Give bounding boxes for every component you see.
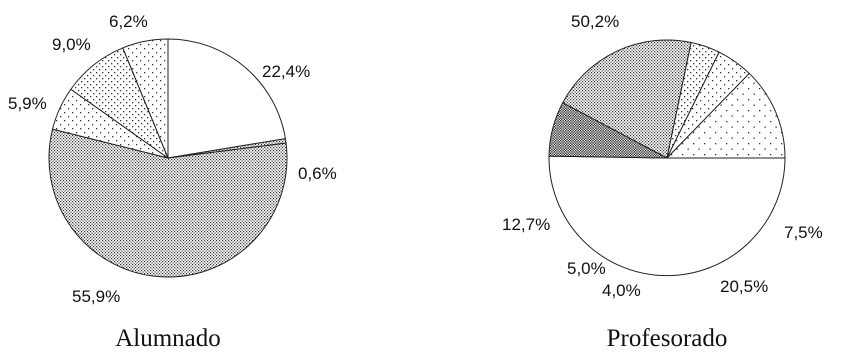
- alumnado-slice-label-1: 22,4%: [262, 62, 310, 81]
- alumnado-slice-label-4: 5,9%: [8, 94, 47, 113]
- profesorado-slice-label-2: 7,5%: [784, 223, 823, 242]
- profesorado-slice-label-1: 50,2%: [571, 12, 619, 31]
- alumnado-slice-label-6: 6,2%: [109, 12, 148, 31]
- profesorado-slice-label-5: 5,0%: [567, 259, 606, 278]
- alumnado-slice-3: [48, 128, 288, 278]
- profesorado-slice-label-3: 20,5%: [720, 277, 768, 296]
- alumnado-pie: 22,4% 0,6% 55,9% 5,9% 9,0% 6,2%: [8, 12, 337, 306]
- profesorado-pie: 50,2% 7,5% 20,5% 4,0% 5,0% 12,7%: [502, 12, 823, 300]
- alumnado-slice-label-5: 9,0%: [52, 35, 91, 54]
- profesorado-pie-title: Profesorado: [607, 325, 728, 352]
- profesorado-slice-6: [665, 72, 786, 159]
- alumnado-slice-6: [122, 38, 169, 159]
- profesorado-slice-1: [548, 155, 786, 277]
- profesorado-slice-label-4: 4,0%: [602, 281, 641, 300]
- alumnado-slice-label-2: 0,6%: [298, 164, 337, 183]
- profesorado-slice-label-6: 12,7%: [502, 215, 550, 234]
- profesorado-slice-3: [562, 39, 692, 159]
- alumnado-slice-label-3: 55,9%: [72, 287, 120, 306]
- alumnado-slice-1: [167, 38, 286, 159]
- alumnado-pie-title: Alumnado: [115, 325, 221, 352]
